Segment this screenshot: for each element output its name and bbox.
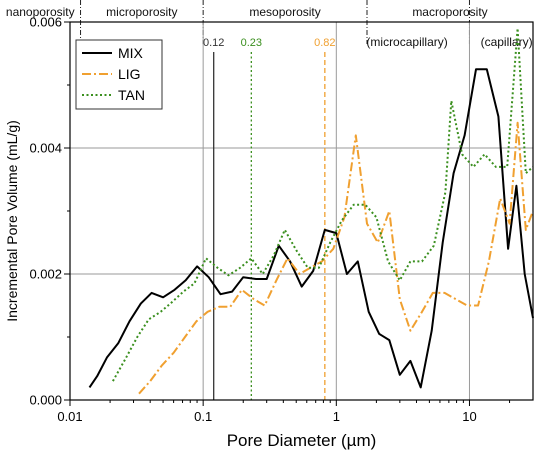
legend: MIX LIG TAN (75, 39, 163, 110)
region-label: macroporosity (412, 5, 487, 19)
reference-lines: 0.12 0.23 0.82 (203, 37, 336, 400)
gridlines (70, 22, 533, 400)
x-tick-label: 10 (462, 409, 476, 424)
data-series (88, 27, 534, 395)
region-label: nanoporosity (6, 5, 75, 19)
x-tick-label: 0.1 (194, 409, 212, 424)
x-tick-label: 1 (333, 409, 340, 424)
reference-line-label: 0.23 (241, 37, 262, 49)
reference-line-label: 0.82 (314, 37, 335, 49)
legend-label-mix: MIX (118, 45, 144, 61)
series-line-mix (88, 68, 534, 389)
series-line-tan (112, 27, 534, 382)
y-axis-label: Incremental Pore Volume (mL/g) (4, 120, 20, 322)
sub-region-label: (microcapillary) (366, 35, 447, 49)
y-tick-label: 0.000 (29, 393, 62, 408)
axis-ticks: 0.01 0.1 1 10 0.000 0.002 0.004 0.006 (29, 15, 511, 424)
legend-label-lig: LIG (118, 66, 141, 82)
region-label: mesoporosity (249, 5, 320, 19)
region-label: microporosity (106, 5, 177, 19)
x-axis-label: Pore Diameter (µm) (227, 431, 377, 450)
reference-line-label: 0.12 (203, 37, 224, 49)
series-line-lig (138, 121, 534, 395)
porosity-regions: nanoporosity microporosity mesoporosity mac… (6, 0, 533, 49)
sub-region-label: (capillary) (481, 35, 533, 49)
y-tick-label: 0.006 (29, 15, 62, 30)
y-tick-label: 0.002 (29, 267, 62, 282)
y-tick-label: 0.004 (29, 141, 62, 156)
legend-label-tan: TAN (118, 87, 145, 103)
x-tick-label: 0.01 (57, 409, 82, 424)
